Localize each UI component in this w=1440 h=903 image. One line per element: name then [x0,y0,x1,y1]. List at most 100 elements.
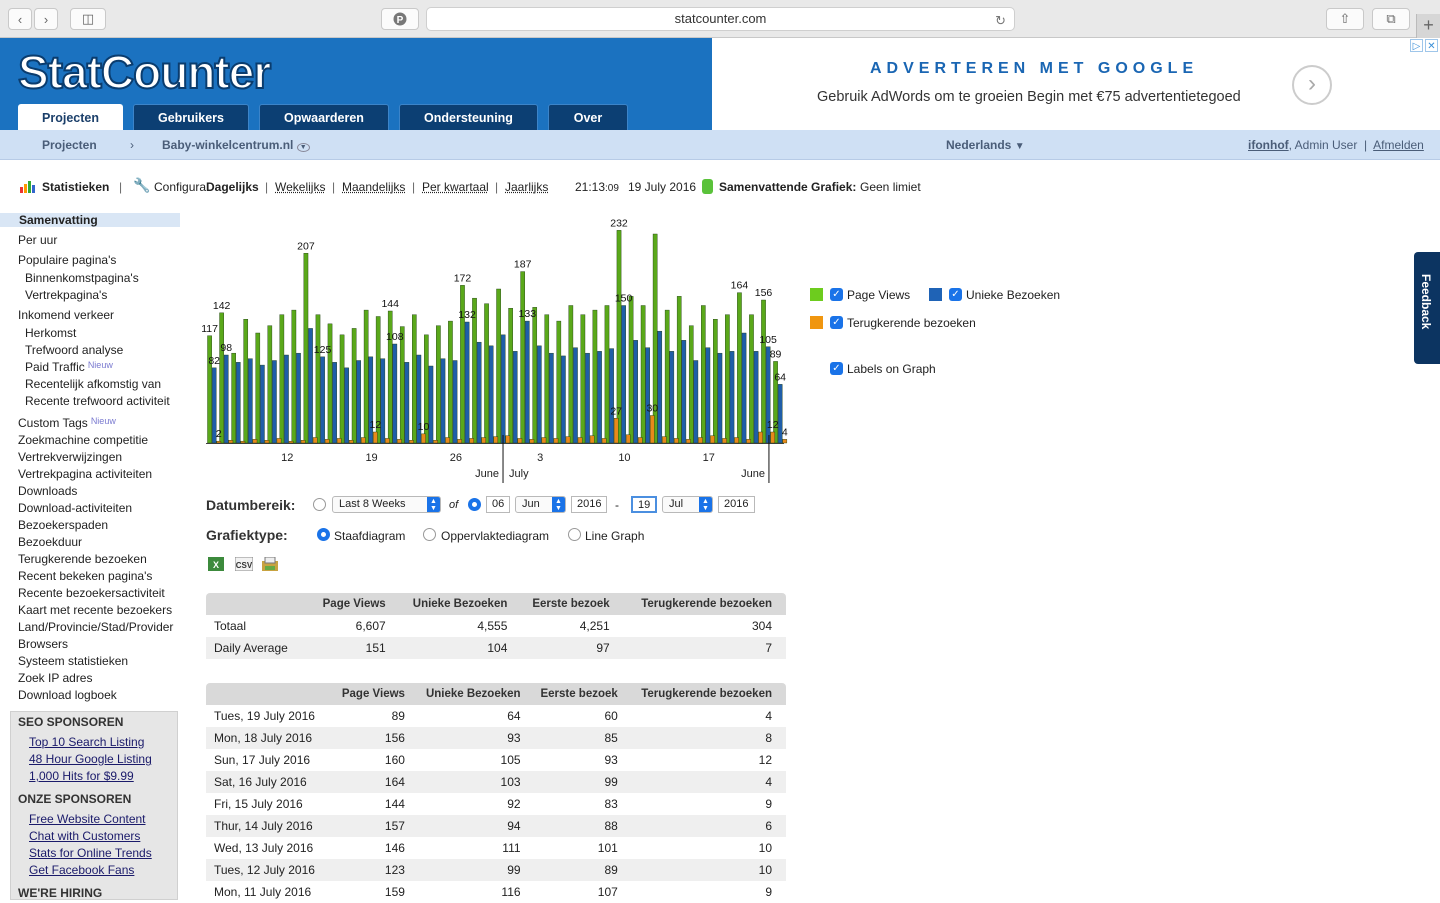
preset-select[interactable]: Last 8 Weeks ▲ ▼ [332,496,441,513]
bar-returning[interactable] [348,440,354,444]
ad-banner[interactable]: ADVERTEREN MET GOOGLE Gebruik AdWords om… [712,38,1440,130]
bar-returning[interactable] [481,437,487,444]
reload-icon[interactable]: ↻ [995,13,1006,28]
bar-pageviews[interactable] [460,285,465,444]
bar-returning[interactable] [457,439,462,444]
bar-pageviews[interactable] [303,253,309,444]
bar-unique[interactable] [753,351,759,444]
sidebar-item[interactable]: Custom Tags Nieuw [18,416,116,430]
bar-pageviews[interactable] [436,325,441,444]
bar-returning[interactable] [433,440,438,444]
bar-pageviews[interactable] [496,288,501,444]
tab-ondersteuning[interactable]: Ondersteuning [399,104,538,130]
bar-pageviews[interactable] [688,325,694,444]
bar-returning[interactable] [312,437,318,444]
bar-pageviews[interactable] [556,320,562,444]
sidebar-item[interactable]: Kaart met recente bezoekers [18,603,172,617]
unique-checkbox[interactable]: ✓ [949,288,962,301]
bar-unique[interactable] [585,352,590,444]
config-link[interactable]: Configuratie [154,180,206,194]
bar-returning[interactable] [722,438,727,444]
bar-pageviews[interactable] [399,326,405,444]
pageviews-checkbox[interactable]: ✓ [830,288,843,301]
bar-unique[interactable] [440,358,446,444]
period-quarterly[interactable]: Per kwartaal [422,180,489,194]
bar-returning[interactable] [770,431,776,444]
bar-pageviews[interactable] [592,309,598,444]
bar-returning[interactable] [288,440,294,444]
sidebar-item[interactable]: Vertrekpagina's [25,288,107,302]
bar-unique[interactable] [428,365,434,444]
bar-returning[interactable] [216,440,222,444]
custom-range-radio[interactable] [468,498,481,511]
tabs-icon[interactable]: ⧉ [1372,8,1410,30]
bar-unique[interactable] [235,362,241,444]
bar-pageviews[interactable] [544,314,550,444]
bar-pageviews[interactable] [267,325,273,444]
to-year-input[interactable]: 2016 [718,496,755,513]
bar-pageviews[interactable] [737,292,742,444]
bar-pageviews[interactable] [761,299,766,444]
ad-title[interactable]: ADVERTEREN MET GOOGLE [870,60,1199,77]
bar-returning[interactable] [758,431,763,444]
bar-unique[interactable] [741,332,747,444]
ad-subtitle[interactable]: Gebruik AdWords om te groeien Begin met … [817,89,1241,105]
bar-unique[interactable] [248,358,253,444]
bar-pageviews[interactable] [291,309,297,444]
bar-returning[interactable] [240,440,246,444]
sponsor-link[interactable]: Top 10 Search Listing [29,735,145,749]
bar-unique[interactable] [717,352,723,444]
bar-pageviews[interactable] [568,305,574,444]
bar-returning[interactable] [698,437,703,444]
preset-radio[interactable] [313,498,326,511]
bar-unique[interactable] [537,345,542,444]
bar-returning[interactable] [734,437,739,444]
new-tab-icon[interactable]: + [1416,14,1440,38]
sidebar-item[interactable]: Bezoekerspaden [18,518,108,532]
bar-unique[interactable] [296,352,301,444]
bar-returning[interactable] [264,440,270,444]
bar-unique[interactable] [284,354,289,444]
sidebar-item[interactable]: Samenvatting [0,213,180,227]
to-day-input[interactable]: 19 [631,496,657,513]
summary-graph-value[interactable]: Geen limiet [860,180,921,194]
bar-pageviews[interactable] [339,334,345,444]
sidebar-item[interactable]: Recentelijk afkomstig van [25,377,161,391]
sidebar-item[interactable]: Zoekmachine competitie [18,433,148,447]
period-monthly[interactable]: Maandelijks [342,180,406,194]
sponsor-link[interactable]: 1,000 Hits for $9.99 [29,769,134,783]
bar-unique[interactable] [416,354,422,444]
sidebar-item[interactable]: Trefwoord analyse [25,343,123,357]
bar-returning[interactable] [650,415,655,444]
bar-returning[interactable] [625,434,631,444]
bar-returning[interactable] [613,418,619,444]
bar-returning[interactable] [782,439,788,444]
bar-returning[interactable] [601,438,607,444]
logout-link[interactable]: Afmelden [1373,138,1424,152]
bar-unique[interactable] [392,343,398,444]
bar-returning[interactable] [324,439,330,444]
bar-unique[interactable] [693,360,699,444]
bar-returning[interactable] [385,438,390,444]
back-icon[interactable]: ‹ [8,8,32,30]
sidebar-item[interactable]: Inkomend verkeer [18,308,114,322]
period-daily[interactable]: Dagelijks [206,180,259,194]
sponsor-link[interactable]: Free Website Content [29,812,146,826]
bar-unique[interactable] [320,356,325,444]
bar-returning[interactable] [686,439,691,444]
bar-unique[interactable] [476,341,482,444]
bar-pageviews[interactable] [207,335,212,444]
sidebar-item[interactable]: Systeem statistieken [18,654,128,668]
bar-pageviews[interactable] [387,310,393,444]
sidebar-icon[interactable]: ◫ [70,8,106,30]
bar-returning[interactable] [529,439,535,444]
breadcrumb-projecten[interactable]: Projecten [42,138,97,152]
bar-unique[interactable] [729,351,735,444]
bar-returning[interactable] [493,436,499,444]
bar-returning[interactable] [409,440,414,444]
print-icon[interactable] [262,557,278,571]
bar-returning[interactable] [252,439,258,444]
tab-gebruikers[interactable]: Gebruikers [133,104,249,130]
bar-pageviews[interactable] [351,328,357,444]
bar-unique[interactable] [681,340,687,444]
